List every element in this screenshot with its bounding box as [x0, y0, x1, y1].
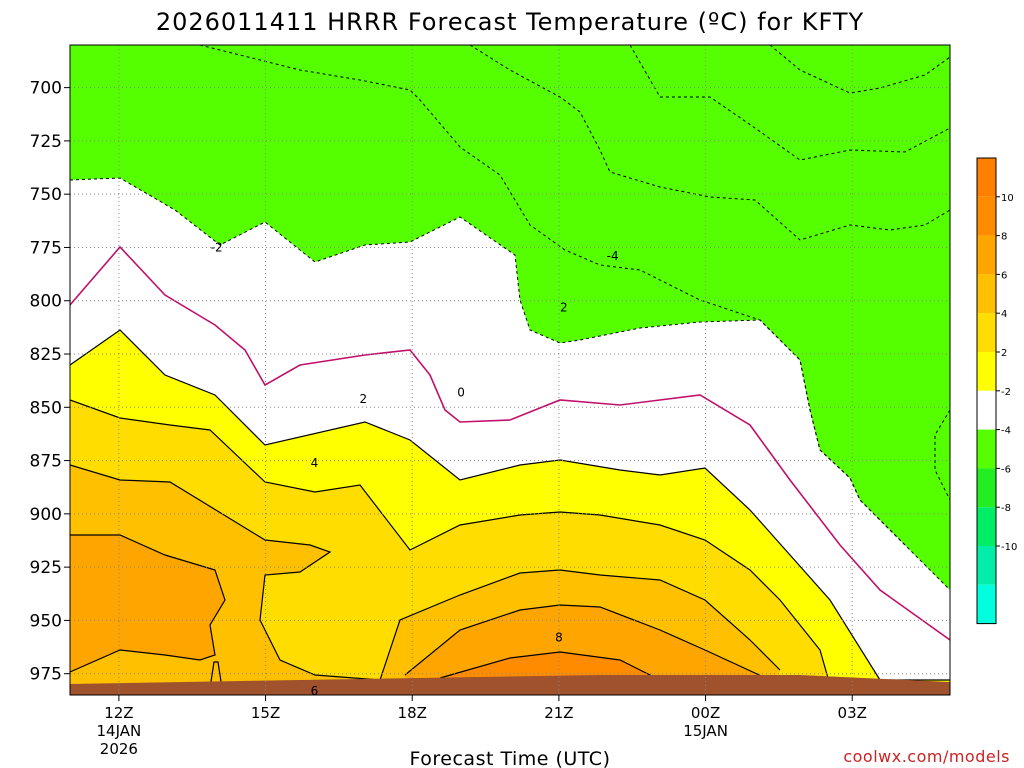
colorbar-tick-label: 8 [1001, 232, 1007, 243]
colorbar-swatch [977, 507, 996, 546]
contour-label: 0 [457, 386, 465, 400]
colorbar-tick-label: 10 [1001, 193, 1014, 204]
contour-label: 8 [555, 631, 563, 645]
colorbar-tick-label: 6 [1001, 270, 1007, 281]
colorbar-tick-label: -4 [1001, 426, 1011, 437]
contour-label: 2 [560, 300, 568, 314]
contour-plus4 [70, 399, 831, 686]
colorbar-swatch-bottom [977, 584, 996, 624]
x-tick-date: 15JAN [683, 722, 728, 740]
colorbar-tick-label: -8 [1001, 503, 1011, 514]
contour-label: -2 [211, 241, 223, 255]
y-tick-label: 775 [30, 238, 62, 258]
colorbar-border [976, 157, 997, 625]
colorbar-swatch [977, 313, 996, 352]
contour-plus10 [439, 651, 661, 681]
colorbar-swatch-top [977, 158, 996, 197]
colorbar-swatch [977, 274, 996, 314]
band-minus2 [70, 45, 950, 590]
y-tick-label: 725 [30, 132, 62, 152]
y-tick-label: 875 [30, 452, 62, 472]
contour-plus2 [70, 329, 950, 681]
colorbar: 10 8 6 4 2 -2 -4 -6 -8 -10 [976, 157, 1017, 625]
contour-label: 6 [311, 684, 319, 698]
y-tick-label: 900 [30, 505, 62, 525]
y-tick-label: 950 [30, 611, 62, 631]
x-tick-label: 03Z [838, 704, 867, 722]
contour-minus8 [629, 45, 950, 161]
colorbar-swatch [977, 390, 996, 430]
colorbar-tick-label: 2 [1001, 348, 1007, 359]
y-tick-label: 825 [30, 345, 62, 365]
colorbar-swatch [977, 352, 996, 391]
contour-minus10 [769, 45, 950, 94]
y-tick-label: 850 [30, 398, 62, 418]
terrain [70, 675, 950, 695]
y-tick-label: 975 [30, 665, 62, 685]
x-tick-year: 2026 [100, 740, 138, 758]
y-tick-label: 925 [30, 558, 62, 578]
colorbar-tick-label: 4 [1001, 309, 1007, 320]
y-axis: 700 725 750 775 800 825 850 875 900 925 950 975 [30, 79, 70, 685]
x-tick-label: 18Z [398, 704, 427, 722]
y-tick-label: 700 [30, 79, 62, 99]
contour-plus8-west [70, 534, 226, 673]
colorbar-tick-label: -10 [1001, 542, 1017, 553]
contour-labels: -2 -4 2 0 2 4 8 6 [211, 241, 619, 698]
colorbar-swatch [977, 468, 996, 508]
contour-label: -4 [607, 249, 619, 263]
band-plus8 [70, 535, 770, 688]
contour-plus8-east [404, 604, 771, 681]
credit-text: coolwx.com/models [843, 747, 1010, 766]
contour-minus6-east [934, 409, 950, 501]
contour-plus8-nub [209, 661, 223, 689]
negative-contours [70, 45, 950, 591]
colorbar-tick-label: -2 [1001, 387, 1011, 398]
colorbar-swatch [977, 429, 996, 469]
x-tick-label: 00Z [691, 704, 720, 722]
gridlines [70, 45, 950, 695]
colorbar-tick-label: -6 [1001, 464, 1011, 475]
contour-plus6 [70, 464, 781, 681]
plot-border [69, 44, 951, 696]
positive-contours [70, 329, 950, 689]
temperature-fields [70, 45, 950, 695]
contour-label: 4 [311, 456, 319, 470]
colorbar-swatch [977, 235, 996, 275]
band-plus10 [440, 652, 660, 680]
y-tick-label: 800 [30, 292, 62, 312]
x-tick-date: 14JAN [97, 722, 142, 740]
x-tick-label: 15Z [251, 704, 280, 722]
x-tick-label: 12Z [104, 704, 133, 722]
colorbar-swatch [977, 546, 996, 585]
colorbar-swatch [977, 196, 996, 236]
x-axis-label: Forecast Time (UTC) [410, 748, 611, 768]
x-tick-label: 21Z [544, 704, 573, 722]
contour-label: 2 [360, 392, 368, 406]
contour-minus6 [469, 45, 950, 241]
y-tick-label: 750 [30, 185, 62, 205]
chart-title: 2026011411 HRRR Forecast Temperature (ºC… [156, 8, 864, 36]
freezing-line [70, 245, 950, 641]
